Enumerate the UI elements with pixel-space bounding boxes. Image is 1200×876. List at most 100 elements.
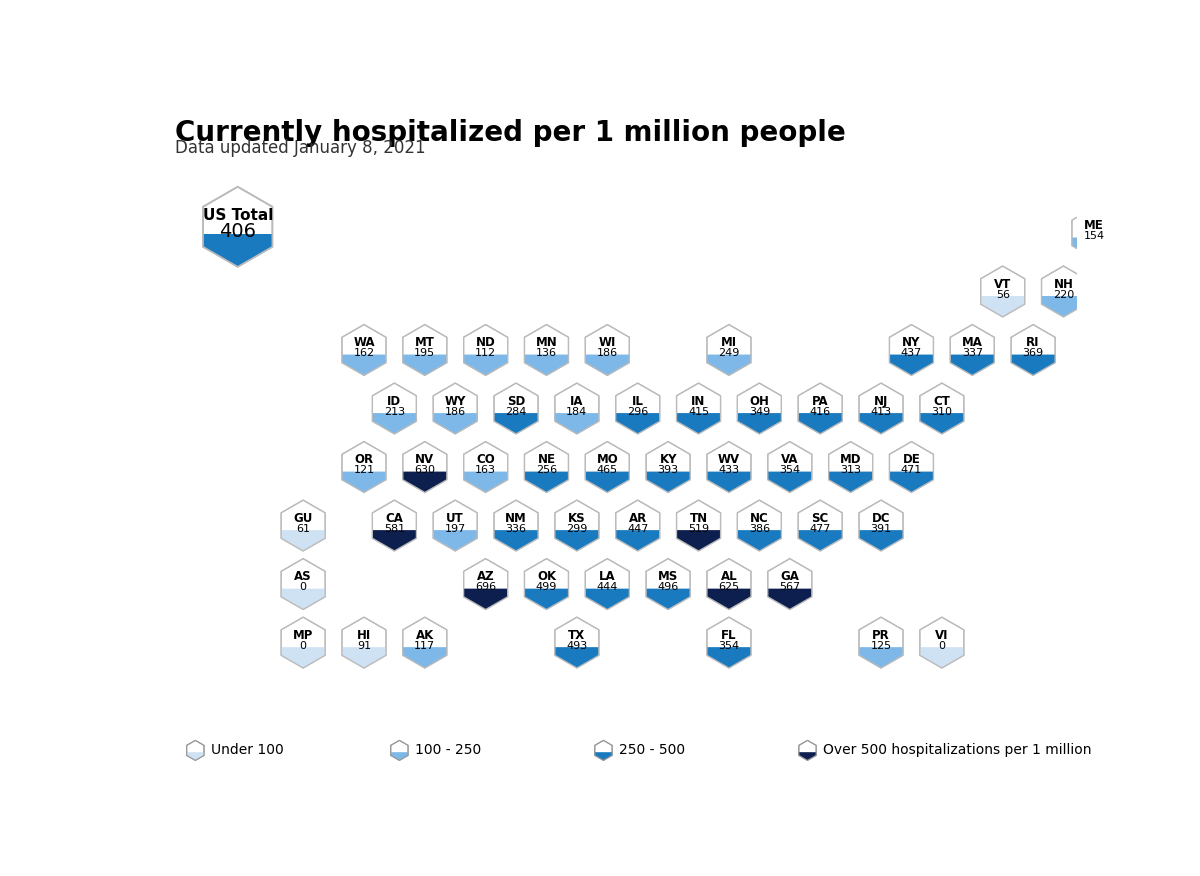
Polygon shape [463,442,508,492]
Polygon shape [1072,208,1116,258]
Text: NJ: NJ [874,395,888,408]
Text: 186: 186 [596,348,618,358]
Polygon shape [950,325,995,376]
Polygon shape [737,383,781,434]
Polygon shape [798,383,842,434]
Polygon shape [707,618,751,668]
Polygon shape [616,413,660,434]
Polygon shape [798,500,842,551]
Text: 195: 195 [414,348,436,358]
Polygon shape [737,413,781,434]
Polygon shape [433,500,478,551]
Text: 125: 125 [870,640,892,651]
Polygon shape [646,442,690,492]
Polygon shape [494,500,538,551]
Text: NE: NE [538,454,556,466]
Polygon shape [524,355,569,376]
Polygon shape [372,530,416,551]
Text: 519: 519 [688,524,709,533]
Polygon shape [403,647,446,668]
Text: 369: 369 [1022,348,1044,358]
Text: OR: OR [354,454,373,466]
Polygon shape [433,383,478,434]
Text: 56: 56 [996,289,1009,300]
Text: 197: 197 [444,524,466,533]
Text: CO: CO [476,454,496,466]
Text: 406: 406 [220,223,256,241]
Text: WI: WI [599,336,616,350]
Text: 337: 337 [961,348,983,358]
Text: 354: 354 [719,640,739,651]
Text: 625: 625 [719,583,739,592]
Polygon shape [342,618,386,668]
Polygon shape [586,589,629,610]
Polygon shape [281,647,325,668]
Text: 0: 0 [938,640,946,651]
Text: 112: 112 [475,348,497,358]
Polygon shape [616,500,660,551]
Polygon shape [203,234,272,267]
Polygon shape [403,442,446,492]
Text: 0: 0 [300,640,307,651]
Polygon shape [707,442,751,492]
Text: 284: 284 [505,406,527,417]
Polygon shape [737,500,781,551]
Polygon shape [524,442,569,492]
Text: 696: 696 [475,583,497,592]
Polygon shape [372,413,416,434]
Text: IN: IN [691,395,706,408]
Polygon shape [342,442,386,492]
Polygon shape [859,647,904,668]
Text: 393: 393 [658,465,679,475]
Text: 154: 154 [1084,231,1104,241]
Text: VA: VA [781,454,798,466]
Text: GU: GU [294,512,313,525]
Text: 0: 0 [300,583,307,592]
Polygon shape [1072,237,1116,258]
Text: MS: MS [658,570,678,583]
Text: GA: GA [780,570,799,583]
Text: MP: MP [293,629,313,642]
Polygon shape [372,383,416,434]
Polygon shape [768,559,811,610]
Text: TX: TX [569,629,586,642]
Polygon shape [859,383,904,434]
Polygon shape [342,647,386,668]
Text: AZ: AZ [476,570,494,583]
Text: VI: VI [935,629,949,642]
Text: NC: NC [750,512,769,525]
Text: 630: 630 [414,465,436,475]
Text: 61: 61 [296,524,310,533]
Text: KS: KS [568,512,586,525]
Polygon shape [554,530,599,551]
Polygon shape [707,647,751,668]
Polygon shape [920,413,964,434]
Polygon shape [554,383,599,434]
Polygon shape [342,471,386,492]
Polygon shape [187,740,204,760]
Text: MI: MI [721,336,737,350]
Text: AK: AK [415,629,434,642]
Polygon shape [586,325,629,376]
Text: 496: 496 [658,583,679,592]
Text: MA: MA [962,336,983,350]
Polygon shape [342,355,386,376]
Text: NV: NV [415,454,434,466]
Text: CT: CT [934,395,950,408]
Polygon shape [707,559,751,610]
Polygon shape [829,442,872,492]
Polygon shape [403,325,446,376]
Polygon shape [554,500,599,551]
Polygon shape [403,471,446,492]
Text: 336: 336 [505,524,527,533]
Text: MT: MT [415,336,434,350]
Polygon shape [391,752,408,760]
Text: 581: 581 [384,524,404,533]
Text: 477: 477 [810,524,830,533]
Polygon shape [980,266,1025,317]
Polygon shape [980,296,1025,317]
Polygon shape [281,559,325,610]
Polygon shape [646,471,690,492]
Text: WV: WV [718,454,740,466]
Text: IL: IL [631,395,643,408]
